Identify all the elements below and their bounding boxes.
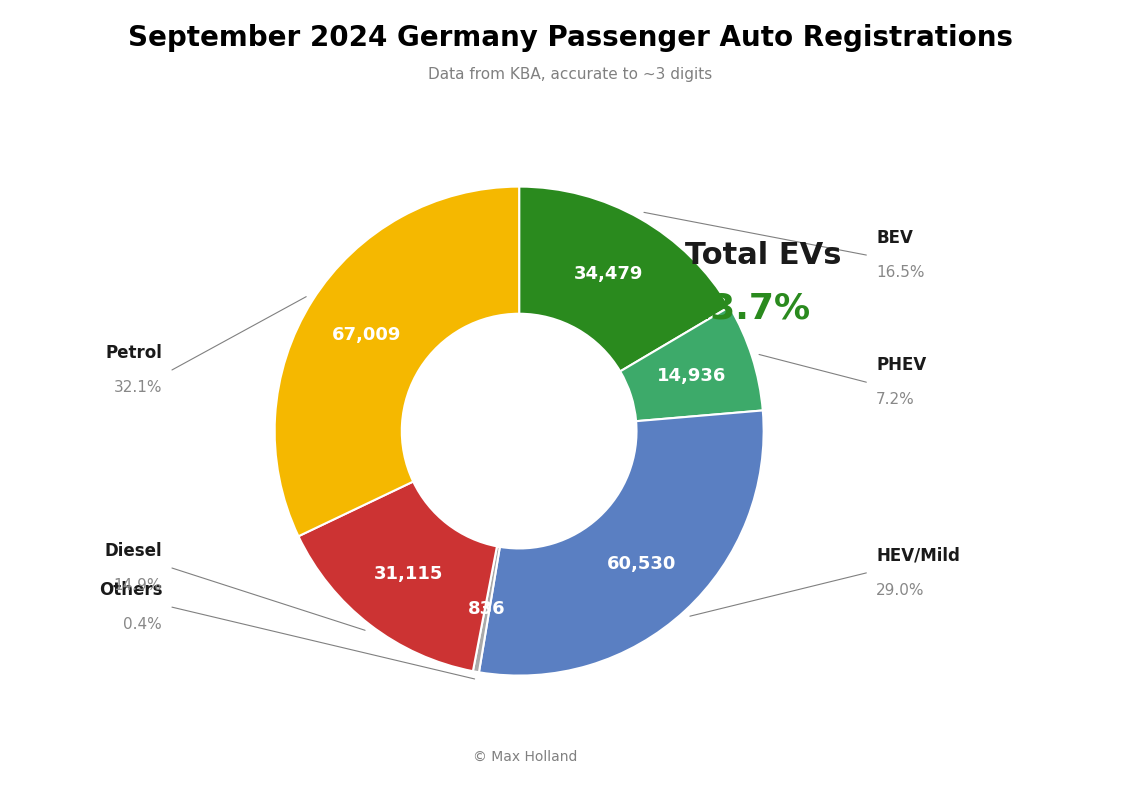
Wedge shape xyxy=(479,411,763,675)
Text: © Max Holland: © Max Holland xyxy=(472,749,577,763)
Text: 16.5%: 16.5% xyxy=(876,264,924,279)
Text: 32.1%: 32.1% xyxy=(114,379,162,394)
Wedge shape xyxy=(299,482,497,671)
Text: 29.0%: 29.0% xyxy=(876,582,924,597)
Wedge shape xyxy=(519,187,729,371)
Text: 23.7%: 23.7% xyxy=(686,292,810,326)
Text: 14.9%: 14.9% xyxy=(114,578,162,593)
Text: 7.2%: 7.2% xyxy=(876,392,915,407)
Text: Data from KBA, accurate to ~3 digits: Data from KBA, accurate to ~3 digits xyxy=(428,67,713,82)
Text: Total EVs: Total EVs xyxy=(686,241,842,270)
Wedge shape xyxy=(621,307,763,421)
Text: 31,115: 31,115 xyxy=(374,565,443,583)
Text: Others: Others xyxy=(98,581,162,599)
Text: 14,936: 14,936 xyxy=(657,367,726,385)
Text: PHEV: PHEV xyxy=(876,356,926,374)
Text: HEV/Mild: HEV/Mild xyxy=(876,547,960,565)
Wedge shape xyxy=(472,546,500,672)
Text: 60,530: 60,530 xyxy=(607,555,677,573)
Text: 836: 836 xyxy=(468,600,505,618)
Text: 67,009: 67,009 xyxy=(332,326,400,343)
Text: BEV: BEV xyxy=(876,229,913,247)
Text: Diesel: Diesel xyxy=(105,542,162,560)
Text: September 2024 Germany Passenger Auto Registrations: September 2024 Germany Passenger Auto Re… xyxy=(128,24,1013,52)
Text: Petrol: Petrol xyxy=(105,344,162,362)
Text: 0.4%: 0.4% xyxy=(123,617,162,632)
Wedge shape xyxy=(275,187,519,536)
Text: 34,479: 34,479 xyxy=(574,265,644,283)
